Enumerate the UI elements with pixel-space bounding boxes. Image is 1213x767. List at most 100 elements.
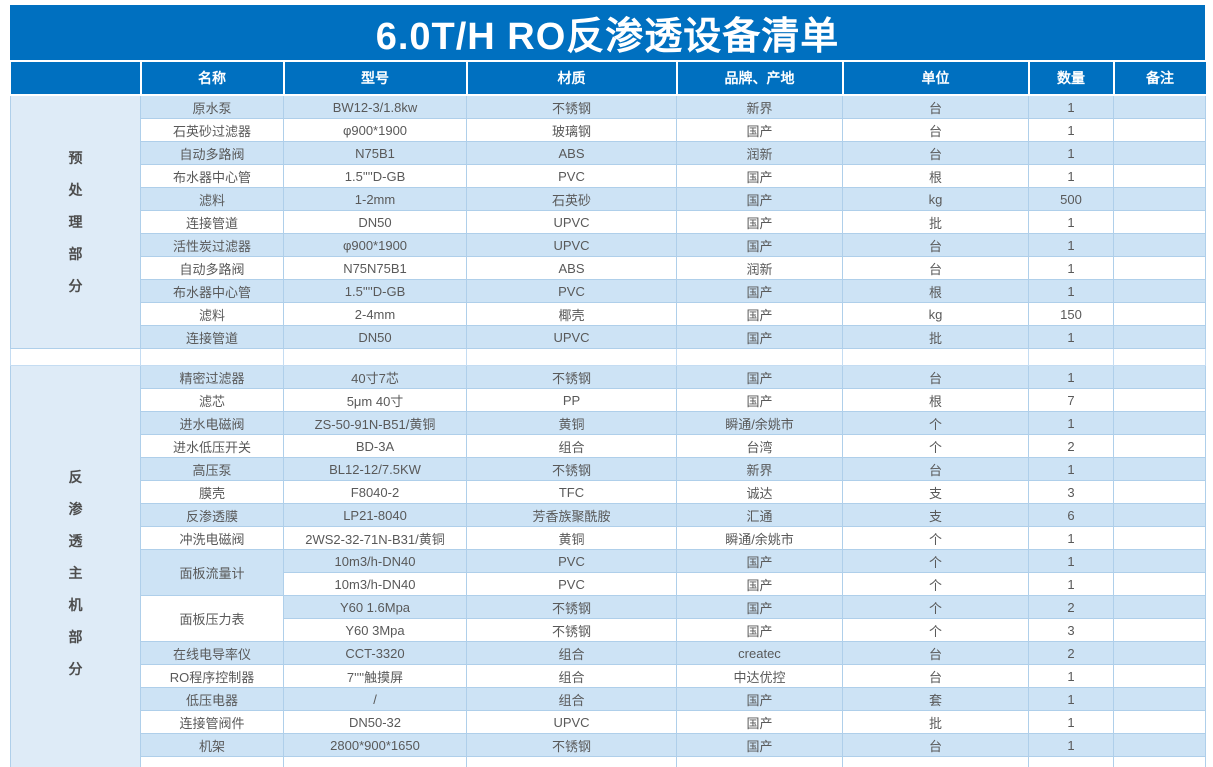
cell-material[interactable]: 黄铜 [466, 526, 677, 550]
cell-material[interactable]: 不锈钢 [466, 618, 677, 642]
cell-model[interactable]: BL12-12/7.5KW [283, 457, 467, 481]
cell-qty[interactable]: 1 [1028, 411, 1114, 435]
cell-brand[interactable]: 中达优控 [676, 664, 843, 688]
cell-unit[interactable]: 个 [842, 411, 1029, 435]
cell-qty[interactable]: 1 [1028, 141, 1114, 165]
section-label[interactable]: 预处理部分 [10, 94, 141, 349]
cell-unit[interactable]: 个 [842, 549, 1029, 573]
cell-note[interactable] [1113, 641, 1206, 665]
cell-model[interactable]: 5μm 40寸 [283, 388, 467, 412]
cell-qty[interactable]: 1 [1028, 233, 1114, 257]
cell-material[interactable]: UPVC [466, 210, 677, 234]
cell-model[interactable]: 40寸7芯 [283, 365, 467, 389]
cell-qty[interactable]: 7 [1028, 388, 1114, 412]
cell-model[interactable]: DN50 [283, 210, 467, 234]
cell-model[interactable] [283, 756, 467, 767]
cell-material[interactable]: 不锈钢 [466, 365, 677, 389]
cell-qty[interactable]: 1 [1028, 526, 1114, 550]
cell-empty[interactable] [842, 348, 1029, 366]
cell-brand[interactable]: 汇通 [676, 503, 843, 527]
header-cell-unit[interactable]: 单位 [841, 62, 1029, 96]
cell-name[interactable]: 进水电磁阀 [140, 411, 284, 435]
cell-unit[interactable]: 台 [842, 118, 1029, 142]
cell-qty[interactable]: 2 [1028, 641, 1114, 665]
cell-unit[interactable]: 支 [842, 480, 1029, 504]
cell-brand[interactable]: 润新 [676, 141, 843, 165]
cell-unit[interactable]: 套 [842, 687, 1029, 711]
cell-material[interactable]: UPVC [466, 325, 677, 349]
header-cell-brand[interactable]: 品牌、产地 [675, 62, 843, 96]
cell-qty[interactable]: 500 [1028, 187, 1114, 211]
cell-empty[interactable] [10, 348, 141, 366]
cell-model[interactable]: 1-2mm [283, 187, 467, 211]
cell-model[interactable]: DN50 [283, 325, 467, 349]
cell-note[interactable] [1113, 279, 1206, 303]
cell-unit[interactable]: 个 [842, 618, 1029, 642]
cell-note[interactable] [1113, 118, 1206, 142]
cell-name[interactable]: 面板流量计 [140, 549, 284, 596]
cell-name[interactable]: 原水泵 [140, 94, 284, 119]
cell-material[interactable] [466, 756, 677, 767]
cell-note[interactable] [1113, 365, 1206, 389]
cell-model[interactable]: N75B1 [283, 141, 467, 165]
cell-qty[interactable]: 3 [1028, 480, 1114, 504]
cell-name[interactable]: 面板压力表 [140, 595, 284, 642]
cell-unit[interactable]: 支 [842, 503, 1029, 527]
cell-unit[interactable]: kg [842, 187, 1029, 211]
cell-model[interactable]: 2-4mm [283, 302, 467, 326]
header-cell-name[interactable]: 名称 [139, 62, 284, 96]
cell-material[interactable]: ABS [466, 256, 677, 280]
cell-empty[interactable] [466, 348, 677, 366]
cell-brand[interactable]: 新界 [676, 94, 843, 119]
cell-qty[interactable]: 1 [1028, 94, 1114, 119]
cell-model[interactable]: BD-3A [283, 434, 467, 458]
cell-unit[interactable]: 批 [842, 325, 1029, 349]
cell-unit[interactable]: 根 [842, 164, 1029, 188]
cell-qty[interactable]: 1 [1028, 279, 1114, 303]
cell-note[interactable] [1113, 302, 1206, 326]
cell-material[interactable]: PP [466, 388, 677, 412]
cell-brand[interactable]: 国产 [676, 325, 843, 349]
cell-name[interactable]: 滤料 [140, 187, 284, 211]
cell-brand[interactable]: 瞬通/余姚市 [676, 526, 843, 550]
cell-empty[interactable] [1028, 348, 1114, 366]
cell-note[interactable] [1113, 549, 1206, 573]
cell-model[interactable]: 1.5''''D-GB [283, 164, 467, 188]
cell-qty[interactable]: 1 [1028, 365, 1114, 389]
cell-note[interactable] [1113, 733, 1206, 757]
cell-name[interactable]: RO程序控制器 [140, 664, 284, 688]
cell-brand[interactable]: 国产 [676, 733, 843, 757]
cell-unit[interactable]: 个 [842, 595, 1029, 619]
cell-note[interactable] [1113, 141, 1206, 165]
cell-model[interactable]: 10m3/h-DN40 [283, 572, 467, 596]
cell-note[interactable] [1113, 756, 1206, 767]
cell-unit[interactable]: kg [842, 302, 1029, 326]
cell-qty[interactable]: 1 [1028, 549, 1114, 573]
cell-qty[interactable]: 1 [1028, 210, 1114, 234]
cell-name[interactable]: 连接管阀件 [140, 710, 284, 734]
cell-empty[interactable] [283, 348, 467, 366]
cell-model[interactable]: 2800*900*1650 [283, 733, 467, 757]
cell-qty[interactable]: 1 [1028, 118, 1114, 142]
cell-material[interactable]: PVC [466, 572, 677, 596]
cell-name[interactable]: 活性炭过滤器 [140, 233, 284, 257]
cell-material[interactable]: 椰壳 [466, 302, 677, 326]
cell-unit[interactable]: 台 [842, 641, 1029, 665]
cell-note[interactable] [1113, 325, 1206, 349]
cell-material[interactable]: 不锈钢 [466, 733, 677, 757]
cell-name[interactable]: 自动多路阀 [140, 141, 284, 165]
cell-model[interactable]: F8040-2 [283, 480, 467, 504]
cell-empty[interactable] [1113, 348, 1206, 366]
cell-qty[interactable]: 2 [1028, 595, 1114, 619]
cell-qty[interactable]: 1 [1028, 664, 1114, 688]
cell-qty[interactable]: 6 [1028, 503, 1114, 527]
cell-qty[interactable]: 1 [1028, 572, 1114, 596]
cell-name[interactable]: 连接管道 [140, 325, 284, 349]
cell-unit[interactable]: 个 [842, 434, 1029, 458]
cell-note[interactable] [1113, 710, 1206, 734]
cell-note[interactable] [1113, 664, 1206, 688]
cell-model[interactable]: CCT-3320 [283, 641, 467, 665]
header-cell-section[interactable] [10, 62, 141, 96]
cell-unit[interactable]: 批 [842, 710, 1029, 734]
cell-brand[interactable] [676, 756, 843, 767]
